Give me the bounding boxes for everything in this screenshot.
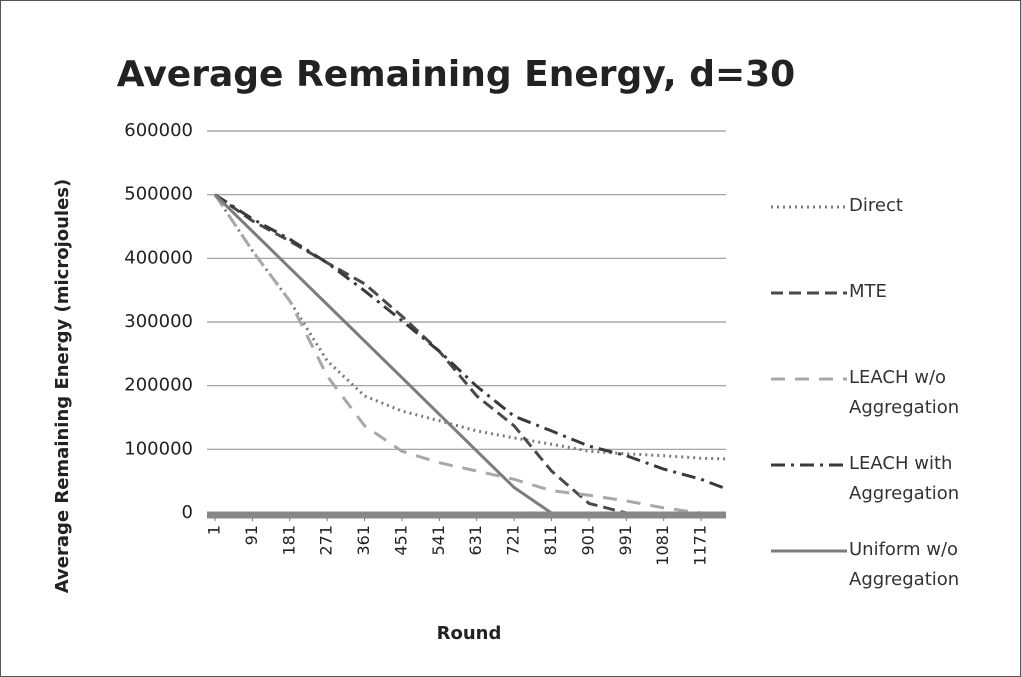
legend-label: LEACH w/o Aggregation (849, 367, 960, 418)
x-tick-label: 901 (578, 525, 597, 556)
series-line (213, 193, 726, 515)
y-tick-label: 600000 (124, 120, 193, 141)
legend-swatch (771, 205, 847, 209)
legend-entry: MTE (769, 277, 1009, 363)
x-tick-label: 1 (205, 525, 224, 535)
legend-label: LEACH with Aggregation (849, 453, 960, 504)
legend-entry: LEACH with Aggregation (769, 449, 1009, 535)
x-tick-label: 721 (504, 525, 523, 556)
legend-entry: Direct (769, 191, 1009, 277)
y-tick-label: 500000 (124, 184, 193, 205)
x-tick-label: 271 (317, 525, 336, 556)
series-line (214, 193, 726, 515)
y-tick-label: 100000 (124, 438, 193, 459)
series-line (214, 193, 727, 491)
x-tick-label: 631 (466, 525, 485, 556)
legend-label: Direct (849, 195, 903, 216)
y-axis-title: Average Remaining Energy (microjoules) (52, 179, 73, 594)
x-tick-label: 91 (242, 525, 261, 545)
legend-swatch (771, 291, 847, 295)
series-line (213, 193, 727, 461)
legend-swatch (771, 463, 847, 467)
x-tick-label: 181 (279, 525, 298, 556)
y-tick-label: 0 (182, 502, 193, 523)
legend-entry: Uniform w/o Aggregation (769, 535, 1009, 621)
x-tick-label: 1171 (691, 525, 710, 566)
chart-title: Average Remaining Energy, d=30 (117, 54, 795, 95)
x-axis-title: Round (437, 623, 502, 644)
x-tick-label: 451 (391, 525, 410, 556)
y-tick-label: 400000 (124, 247, 193, 268)
x-tick-label: 361 (354, 525, 373, 556)
legend-entry: LEACH w/o Aggregation (769, 363, 1009, 449)
legend-label: Uniform w/o Aggregation (849, 539, 960, 590)
y-tick-label: 200000 (124, 375, 193, 396)
x-tick-label: 541 (429, 525, 448, 556)
x-tick-label: 811 (541, 525, 560, 556)
x-tick-label: 991 (616, 525, 635, 556)
legend-swatch (771, 549, 847, 553)
legend-label: MTE (849, 281, 887, 302)
legend: Direct MTE LEACH w/o Aggregation LEACH with… (769, 191, 1009, 621)
legend-swatch (771, 377, 847, 381)
y-tick-label: 300000 (124, 311, 193, 332)
x-tick-label: 1081 (653, 525, 672, 566)
